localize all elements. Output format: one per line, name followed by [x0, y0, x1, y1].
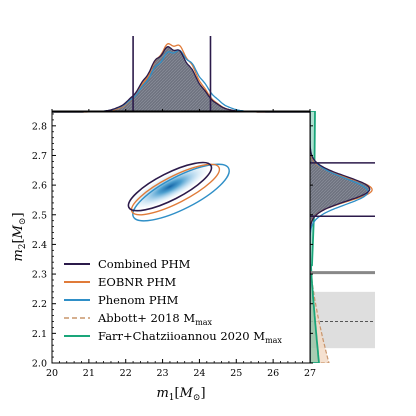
- legend-entry-subscript: max: [265, 336, 282, 345]
- right-marginal-panel: [310, 111, 375, 363]
- x-tick-label: 23: [157, 368, 169, 379]
- axis-label-symbol: m: [156, 386, 168, 401]
- axis-label-bracket-open: [: [175, 386, 180, 401]
- x-tick-label: 21: [83, 368, 95, 379]
- y-tick-label: 2.5: [32, 210, 47, 221]
- x-tick-label: 27: [304, 368, 316, 379]
- y-tick-label: 2.7: [32, 151, 47, 162]
- axis-label-unit-subscript: ⊙: [193, 393, 201, 403]
- legend-entry-label: Phenom PHM: [98, 293, 179, 307]
- legend: Combined PHM EOBNR PHM Phenom PHM Abbott+ 2…: [64, 257, 282, 345]
- right-marginal-ticks: [310, 125, 313, 364]
- legend-entry-text: Combined PHM: [98, 257, 191, 271]
- m1-marginal-fill: [52, 46, 310, 113]
- axis-label-unit-subscript: ⊙: [18, 218, 28, 226]
- legend-entry-label: Farr+Chatziioannou 2020 Mmax: [98, 329, 282, 345]
- joint-panel: [127, 161, 230, 222]
- legend-entry-subscript: max: [195, 318, 212, 327]
- y-tick-label: 2.8: [32, 121, 47, 132]
- contour-combined: [127, 161, 213, 212]
- legend-entry-label: Combined PHM: [98, 257, 191, 271]
- y-axis-label: m2[M⊙]: [11, 212, 28, 261]
- legend-entry-text: EOBNR PHM: [98, 275, 176, 289]
- legend-entry-text: Phenom PHM: [98, 293, 179, 307]
- x-axis-label: m1[M⊙]: [156, 386, 205, 403]
- y-tick-label: 2.1: [32, 329, 47, 340]
- axis-label-bracket-close: ]: [200, 386, 205, 401]
- m2-marginal-fill: [310, 111, 370, 363]
- m2-marginal-combined-line: [310, 111, 371, 363]
- x-tick-label: 22: [120, 368, 132, 379]
- legend-entry-label: Abbott+ 2018 Mmax: [97, 311, 213, 327]
- legend-entry-text: Farr+Chatziioannou 2020 M: [98, 329, 265, 343]
- y-tick-label: 2.4: [32, 240, 47, 251]
- joint-panel-frame: [51, 110, 311, 364]
- axis-label-unit: M: [11, 224, 26, 239]
- x-tick-label: 20: [46, 368, 58, 379]
- farr-mmax-tail: [310, 264, 320, 363]
- y-tick-label: 2.3: [32, 270, 47, 281]
- axis-label-unit: M: [179, 386, 194, 401]
- axis-label-symbol: m: [11, 249, 26, 261]
- y-axis-ticks: 2.0 2.1 2.2 2.3 2.4 2.5 2.6 2.7 2.8: [32, 113, 56, 370]
- contour-phenom: [132, 163, 230, 222]
- x-tick-label: 24: [193, 368, 205, 379]
- contour-eobnr: [130, 163, 221, 216]
- y-tick-label: 2.2: [32, 299, 47, 310]
- x-tick-label: 25: [230, 368, 242, 379]
- joint-density-blob: [132, 165, 208, 208]
- x-axis-ticks: 20 21 22 23 24 25 26 27: [46, 359, 316, 379]
- top-marginal-panel: [52, 36, 310, 113]
- axis-label-subscript: 2: [18, 243, 28, 249]
- legend-entry-label: EOBNR PHM: [98, 275, 176, 289]
- legend-entry-text: Abbott+ 2018 M: [97, 311, 195, 325]
- axis-label-bracket-open: [: [11, 238, 26, 243]
- axis-label-bracket-close: ]: [11, 212, 26, 217]
- y-tick-label: 2.0: [32, 359, 47, 370]
- x-tick-label: 26: [267, 368, 279, 379]
- axis-label-subscript: 1: [169, 393, 175, 403]
- y-tick-label: 2.6: [32, 181, 47, 192]
